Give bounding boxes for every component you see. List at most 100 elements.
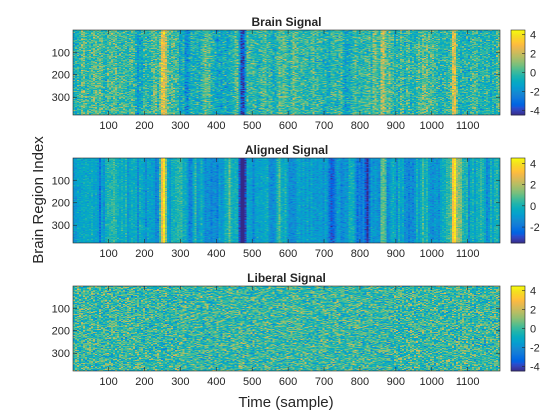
colorbar-segment — [511, 61, 525, 64]
y-tick-label: 200 — [52, 70, 70, 82]
x-tick-label: 600 — [279, 120, 297, 132]
colorbar-segment — [511, 369, 525, 372]
colorbar-segment — [511, 347, 525, 349]
colorbar-segment — [511, 213, 525, 216]
colorbar-segment — [511, 165, 525, 168]
colorbar-segment — [511, 39, 525, 42]
colorbar-box — [510, 157, 526, 244]
colorbar-tick-label: -4 — [530, 361, 540, 373]
colorbar-segment — [511, 96, 525, 99]
colorbar-segment — [511, 100, 525, 103]
panel-title: Aligned Signal — [245, 143, 328, 157]
colorbar-segment — [511, 48, 525, 51]
x-tick-label: 600 — [279, 248, 297, 260]
colorbar-segment — [511, 295, 525, 298]
colorbar-segment — [511, 193, 525, 196]
colorbar-segment — [511, 84, 525, 87]
x-tick-label: 800 — [351, 248, 369, 260]
colorbar-segment — [511, 357, 525, 360]
colorbar-segment — [511, 364, 525, 367]
colorbar-segment — [511, 35, 525, 38]
colorbar-segment — [511, 237, 525, 240]
colorbar-segment — [511, 224, 525, 227]
colorbar-segment — [511, 164, 525, 167]
colorbar-segment — [511, 71, 525, 73]
x-tick-label: 700 — [315, 376, 333, 388]
colorbar-segment — [511, 320, 525, 323]
colorbar-segment — [511, 67, 525, 69]
colorbar-segment — [511, 345, 525, 348]
colorbar-segment — [511, 208, 525, 211]
colorbar-segment — [511, 57, 525, 60]
colorbar-segment — [511, 352, 525, 355]
y-tick-label: 100 — [52, 303, 70, 315]
colorbar-segment — [511, 64, 525, 67]
colorbar-segment — [511, 60, 525, 63]
heatmap-image — [73, 30, 500, 115]
colorbar-segment — [511, 324, 525, 327]
x-tick-label: 700 — [315, 248, 333, 260]
colorbar-segment — [511, 337, 525, 340]
colorbar-segment — [511, 225, 525, 228]
colorbar-segment — [511, 95, 525, 97]
colorbar-segment — [511, 286, 525, 288]
y-tick-label: 100 — [52, 47, 70, 59]
colorbar-segment — [511, 313, 525, 316]
colorbar-segment — [511, 80, 525, 83]
x-tick-label: 600 — [279, 376, 297, 388]
colorbar-segment — [511, 44, 525, 47]
colorbar-tick-label: 2 — [530, 305, 536, 317]
colorbar-segment — [511, 319, 525, 321]
colorbar-segment — [511, 343, 525, 345]
colorbar-segment — [511, 211, 525, 213]
colorbar-segment — [511, 176, 525, 179]
colorbar-segment — [511, 311, 525, 313]
colorbar-segment — [511, 341, 525, 344]
x-tick-label: 700 — [315, 120, 333, 132]
colorbar-segment — [511, 308, 525, 311]
colorbar-segment — [511, 36, 525, 39]
colorbar-segment — [511, 93, 525, 96]
colorbar-segment — [511, 172, 525, 175]
colorbar-tick-label: 0 — [530, 68, 536, 80]
figure-xlabel: Time (sample) — [238, 394, 333, 411]
colorbar-segment — [511, 33, 525, 36]
colorbar-segment — [511, 293, 525, 296]
colorbar-tick-label: 2 — [530, 180, 536, 192]
colorbar-segment — [511, 239, 525, 241]
colorbar-segment — [511, 236, 525, 239]
colorbar-segment — [511, 76, 525, 79]
colorbar-segment — [511, 344, 525, 347]
x-tick-label: 900 — [387, 248, 405, 260]
colorbar-segment — [511, 205, 525, 208]
y-tick-label: 300 — [52, 220, 70, 232]
colorbar-segment — [511, 171, 525, 174]
heatmap-panel-1: Brain Signal 100 200 300 400 500 600 700 800 900 1… — [52, 15, 540, 132]
colorbar-segment — [511, 221, 525, 224]
colorbar-tick-label: -2 — [530, 222, 540, 234]
x-tick-label: 1100 — [456, 248, 480, 260]
colorbar-segment — [511, 113, 525, 116]
colorbar-segment — [511, 68, 525, 71]
colorbar-segment — [511, 317, 525, 320]
colorbar-segment — [511, 111, 525, 113]
colorbar-segment — [511, 307, 525, 309]
colorbar-segment — [511, 167, 525, 170]
colorbar-segment — [511, 85, 525, 88]
colorbar-segment — [511, 63, 525, 65]
axes-box — [72, 29, 501, 116]
colorbar-segment — [511, 227, 525, 229]
colorbar-segment — [511, 328, 525, 331]
colorbar-segment — [511, 77, 525, 80]
x-tick-label: 500 — [243, 120, 261, 132]
colorbar-segment — [511, 327, 525, 329]
x-tick-label: 1100 — [456, 120, 480, 132]
colorbar-tick-label: -4 — [530, 105, 540, 117]
heatmap-image — [73, 286, 500, 371]
colorbar-segment — [511, 197, 525, 200]
colorbar-segment — [511, 92, 525, 95]
colorbar-segment — [511, 300, 525, 303]
colorbar-segment — [511, 292, 525, 295]
colorbar-segment — [511, 361, 525, 364]
